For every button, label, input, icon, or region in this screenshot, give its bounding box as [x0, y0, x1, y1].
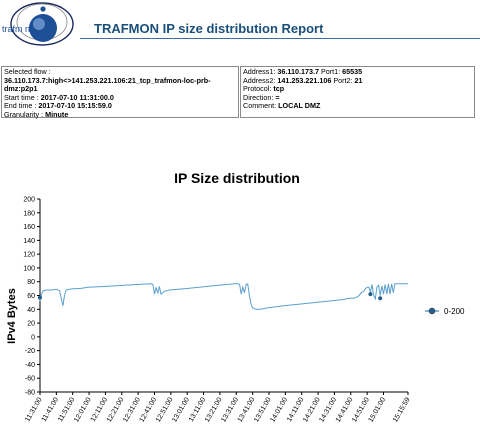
start-time-value: 2017-07-10 11:31:00.0 [40, 92, 114, 102]
y-tick-label: -60 [25, 376, 35, 383]
y-tick-label: 100 [23, 265, 35, 272]
selected-flow-label: Selected flow : [4, 67, 51, 76]
y-tick-label: 20 [27, 321, 35, 328]
granularity-label: Granularity : [4, 109, 44, 119]
protocol-label: Protocol: [243, 84, 272, 94]
y-tick-label: 140 [23, 238, 35, 245]
direction-value: = [275, 92, 280, 102]
direction-label: Direction: [243, 92, 274, 102]
y-tick-label: -80 [25, 390, 35, 397]
y-tick-label: -40 [25, 362, 35, 369]
series-line [39, 283, 408, 310]
y-axis-label: IPv4 Bytes [6, 288, 18, 344]
y-tick-label: 40 [27, 307, 35, 314]
ip-size-chart: IP Size distribution IPv4 Bytes 20018016… [6, 170, 465, 424]
flow-info-box: Selected flow : 36.110.173.7:high<>141.2… [1, 66, 239, 119]
address2-value: 141.253.221.106 [277, 75, 332, 85]
data-point [38, 295, 42, 300]
report-title: TRAFMON IP size distribution Report [94, 21, 324, 36]
y-tick-label: 80 [27, 279, 35, 286]
port1-label: Port1: [320, 67, 341, 76]
data-point [368, 292, 373, 297]
y-tick-label: 0 [31, 334, 35, 341]
comment-value: LOCAL DMZ [278, 101, 321, 111]
y-tick-label: 60 [27, 293, 35, 300]
port2-value: 21 [354, 75, 363, 85]
chart-title: IP Size distribution [174, 170, 300, 186]
port1-value: 65535 [342, 67, 363, 76]
address2-label: Address2: [243, 75, 276, 85]
y-tick-label: 160 [23, 224, 35, 231]
y-tick-label: 180 [23, 210, 35, 217]
y-tick-label: -20 [25, 348, 35, 355]
address1-value: 36.110.173.7 [277, 67, 319, 76]
legend-label: 0-200 [444, 307, 465, 316]
header-divider [80, 38, 480, 39]
x-tick-label: 15:15:59 [392, 396, 412, 423]
port2-label: Port2: [333, 75, 353, 85]
end-time-label: End time : [4, 101, 37, 111]
logo-wordmark: trafm n [2, 24, 30, 34]
start-time-label: Start time : [4, 92, 39, 102]
selected-flow-value-cont: dmz:p2p1 [4, 84, 38, 94]
end-time-value: 2017-07-10 15:15:59.0 [38, 101, 112, 111]
y-tick-label: 200 [23, 197, 35, 204]
data-point [378, 296, 383, 301]
granularity-value: Minute [45, 109, 69, 119]
comment-label: Comment: [243, 101, 277, 111]
address-info-box: Address1: 36.110.173.7 Port1: 65535 Addr… [240, 66, 475, 118]
trafmon-logo: trafm n [2, 2, 74, 46]
legend-marker [428, 307, 436, 315]
protocol-value: tcp [273, 84, 285, 94]
address1-label: Address1: [243, 67, 276, 76]
y-tick-label: 120 [23, 252, 35, 259]
selected-flow-value: 36.110.173.7:high<>141.253.221.106:21_tc… [4, 75, 211, 85]
